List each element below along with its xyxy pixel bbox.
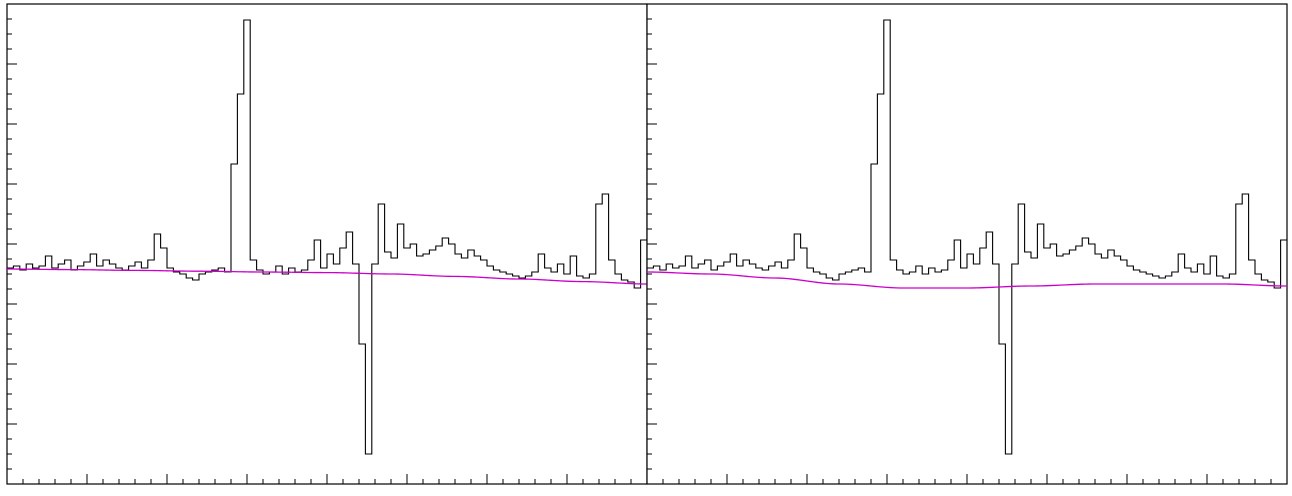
fit-curve-line (646, 271, 1288, 289)
chart-panels (6, 3, 1288, 485)
histogram-series-line (7, 19, 647, 455)
plot-frame (646, 3, 1288, 485)
histogram-series-line (647, 19, 1287, 455)
chart-panel-1 (6, 3, 648, 485)
fit-curve-line (7, 268, 648, 285)
chart-panel-2 (646, 3, 1288, 485)
plot-frame (6, 3, 648, 485)
